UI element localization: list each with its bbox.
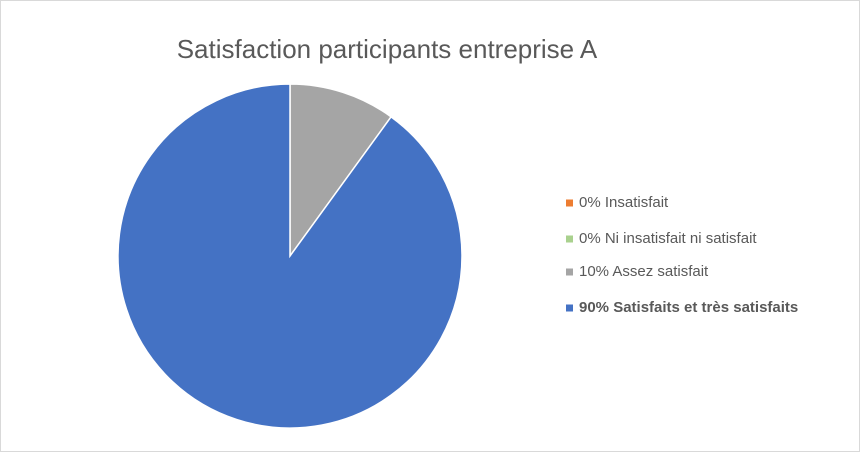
legend-label: 90% Satisfaits et très satisfaits [579, 299, 798, 316]
legend-label: 10% Assez satisfait [579, 263, 709, 280]
legend-swatch [566, 199, 573, 207]
pie-slice [289, 83, 393, 259]
legend-label: 0% Ni insatisfait ni satisfait [579, 230, 757, 247]
chart-title: Satisfaction participants entreprise A [177, 34, 598, 64]
legend-swatch [566, 235, 573, 243]
legend-swatch [566, 304, 573, 312]
pie-slice [117, 83, 463, 429]
legend-label: 0% Insatisfait [579, 194, 669, 211]
legend-swatch [566, 268, 573, 276]
